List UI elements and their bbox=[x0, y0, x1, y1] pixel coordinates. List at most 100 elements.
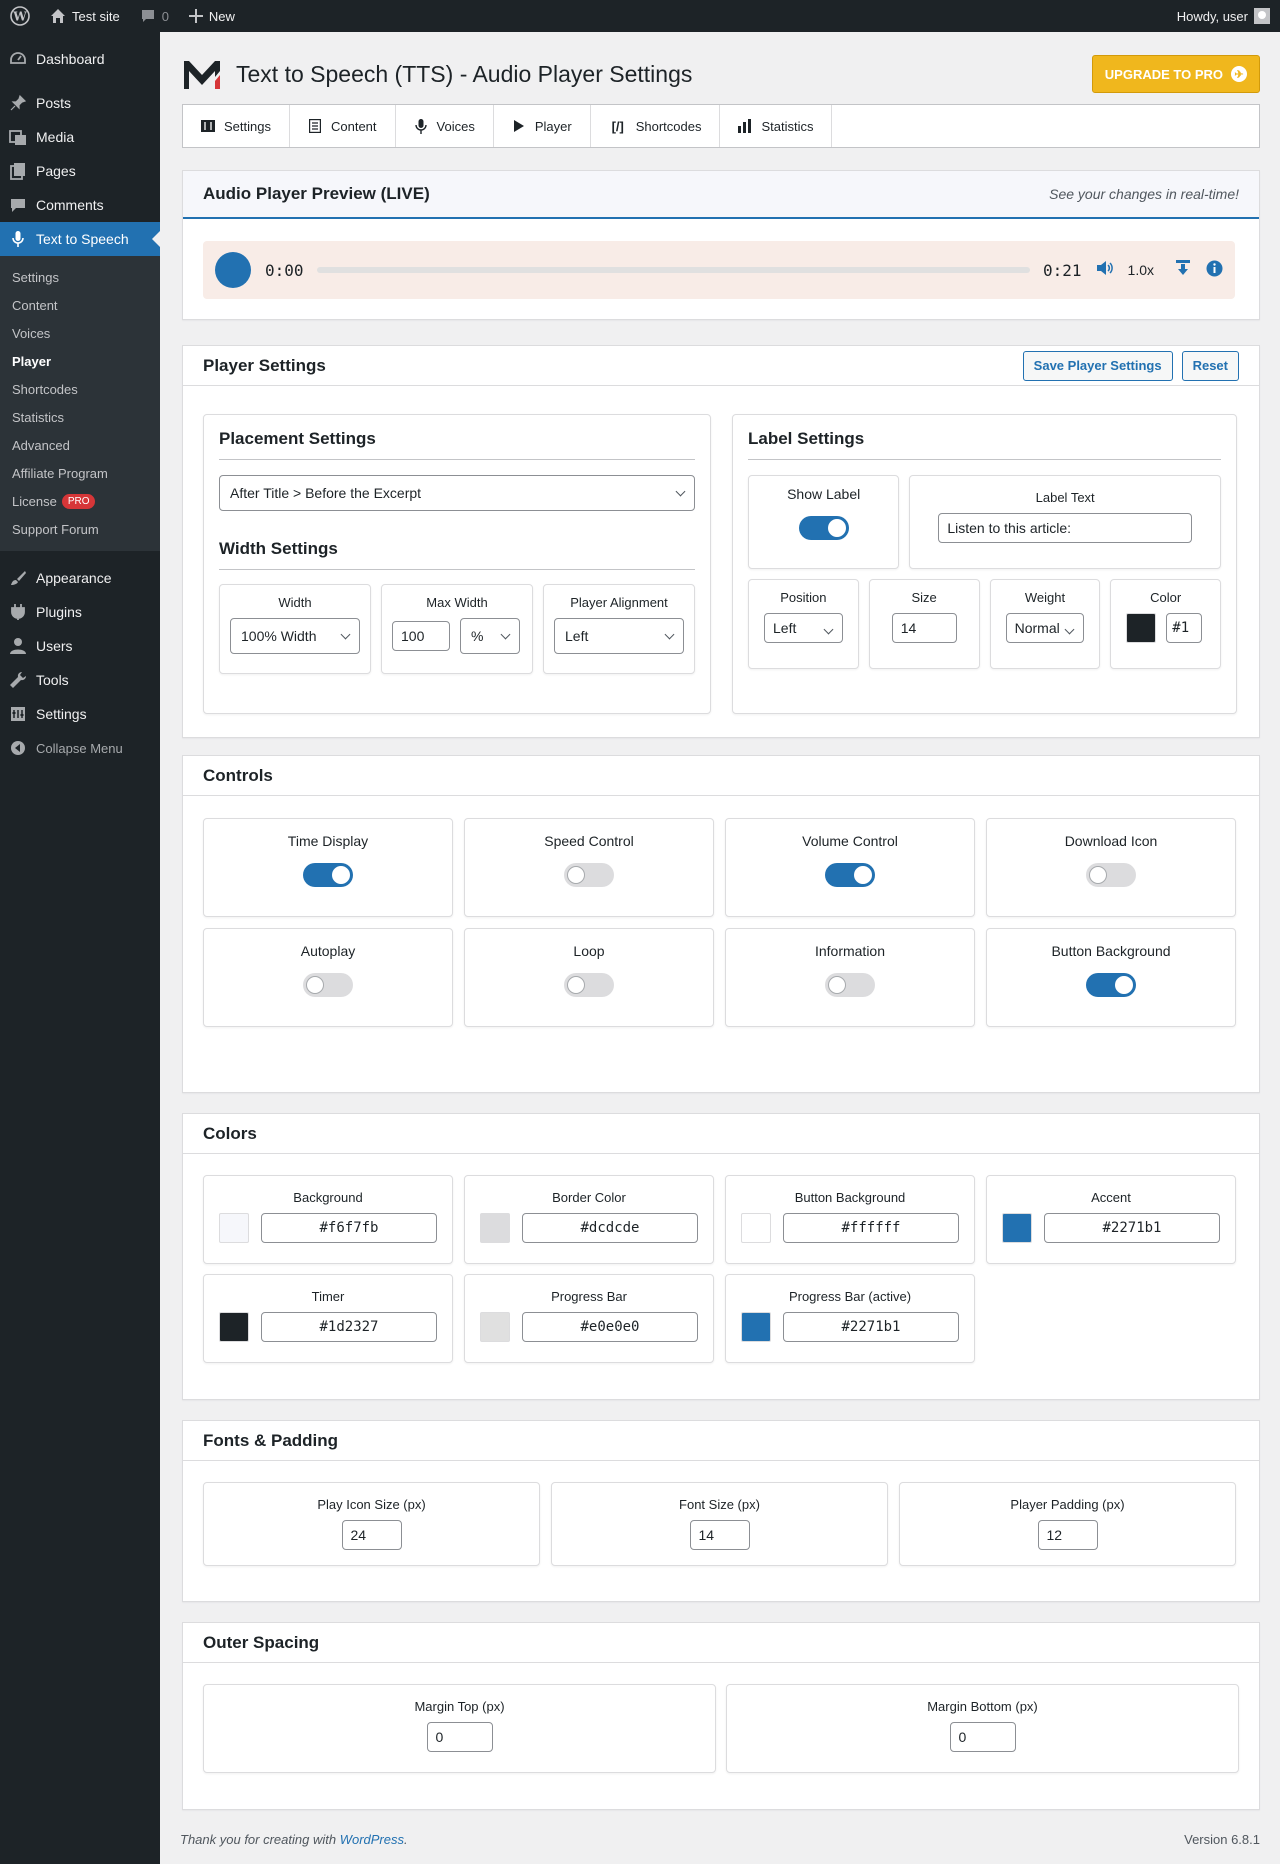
submenu-item-content[interactable]: Content bbox=[0, 291, 160, 319]
submenu-item-player[interactable]: Player bbox=[0, 347, 160, 375]
max-width-unit-select[interactable]: % bbox=[460, 618, 520, 654]
control-toggle[interactable] bbox=[303, 973, 353, 997]
wordpress-link[interactable]: WordPress bbox=[339, 1832, 404, 1847]
sidebar-item-posts[interactable]: Posts bbox=[0, 86, 160, 120]
page-header: Text to Speech (TTS) - Audio Player Sett… bbox=[182, 44, 1260, 104]
collapse-icon bbox=[8, 738, 28, 758]
label-color-input[interactable]: #1 bbox=[1166, 613, 1203, 643]
upgrade-to-pro-button[interactable]: UPGRADE TO PRO ✈ bbox=[1091, 55, 1260, 93]
show-label-toggle[interactable] bbox=[798, 516, 849, 540]
comments-link[interactable]: 0 bbox=[130, 0, 179, 32]
sidebar-item-label: Settings bbox=[36, 706, 87, 722]
control-toggle[interactable] bbox=[1086, 863, 1136, 887]
control-card: Loop bbox=[464, 928, 714, 1027]
color-hex-input[interactable]: #dcdcde bbox=[522, 1213, 698, 1243]
sidebar-item-dashboard[interactable]: Dashboard bbox=[0, 42, 160, 76]
placement-select[interactable]: After Title > Before the Excerpt bbox=[219, 475, 695, 511]
player-alignment-select[interactable]: Left bbox=[554, 618, 684, 654]
font-setting-card: Play Icon Size (px) 24 bbox=[203, 1482, 540, 1566]
sidebar-item-appearance[interactable]: Appearance bbox=[0, 561, 160, 595]
control-toggle[interactable] bbox=[825, 973, 875, 997]
control-toggle[interactable] bbox=[564, 973, 614, 997]
volume-icon[interactable] bbox=[1096, 260, 1114, 280]
submenu-item-license[interactable]: License PRO bbox=[0, 487, 160, 515]
color-card: Timer #1d2327 bbox=[203, 1274, 453, 1363]
control-toggle[interactable] bbox=[1086, 973, 1136, 997]
tab-voices[interactable]: Voices bbox=[396, 105, 494, 147]
color-hex-input[interactable]: #ffffff bbox=[783, 1213, 959, 1243]
font-setting-input[interactable]: 14 bbox=[689, 1520, 750, 1550]
current-time: 0:00 bbox=[265, 260, 304, 280]
admin-sidebar: Dashboard Posts Media Pages Comments Tex… bbox=[0, 32, 160, 1864]
color-label: Color bbox=[1150, 590, 1182, 605]
user-account-link[interactable]: Howdy, user bbox=[1177, 8, 1280, 24]
wordpress-logo-icon[interactable]: W bbox=[0, 0, 40, 32]
label-color-swatch[interactable] bbox=[1126, 613, 1157, 643]
document-icon bbox=[308, 119, 322, 133]
sidebar-item-users[interactable]: Users bbox=[0, 629, 160, 663]
color-swatch[interactable] bbox=[741, 1213, 771, 1243]
shortcode-icon: [/] bbox=[611, 118, 624, 134]
submenu-item-affiliate-program[interactable]: Affiliate Program bbox=[0, 459, 160, 487]
sidebar-item-plugins[interactable]: Plugins bbox=[0, 595, 160, 629]
spacing-input[interactable]: 0 bbox=[426, 1722, 493, 1752]
submenu-item-voices[interactable]: Voices bbox=[0, 319, 160, 347]
submenu-item-support-forum[interactable]: Support Forum bbox=[0, 515, 160, 543]
width-select[interactable]: 100% Width bbox=[230, 618, 360, 654]
control-toggle[interactable] bbox=[564, 863, 614, 887]
position-select[interactable]: Left bbox=[764, 613, 843, 643]
sidebar-item-tools[interactable]: Tools bbox=[0, 663, 160, 697]
sidebar-item-text-to-speech[interactable]: Text to Speech bbox=[0, 222, 160, 256]
label-text-input[interactable]: Listen to this article: bbox=[938, 513, 1192, 543]
color-hex-input[interactable]: #1d2327 bbox=[261, 1312, 437, 1342]
color-hex-input[interactable]: #f6f7fb bbox=[261, 1213, 437, 1243]
new-content-link[interactable]: New bbox=[179, 0, 245, 32]
collapse-menu-button[interactable]: Collapse Menu bbox=[0, 731, 160, 765]
sidebar-item-comments[interactable]: Comments bbox=[0, 188, 160, 222]
control-toggle[interactable] bbox=[303, 863, 353, 887]
download-icon[interactable] bbox=[1176, 260, 1190, 280]
color-swatch[interactable] bbox=[741, 1312, 771, 1342]
site-name-link[interactable]: Test site bbox=[40, 0, 130, 32]
color-swatch[interactable] bbox=[219, 1312, 249, 1342]
submenu-item-statistics[interactable]: Statistics bbox=[0, 403, 160, 431]
color-swatch[interactable] bbox=[1002, 1213, 1032, 1243]
weight-select[interactable]: Normal bbox=[1005, 613, 1085, 643]
sidebar-item-settings[interactable]: Settings bbox=[0, 697, 160, 731]
play-button[interactable] bbox=[215, 252, 251, 288]
font-setting-input[interactable]: 24 bbox=[341, 1520, 402, 1550]
info-icon[interactable] bbox=[1206, 260, 1223, 281]
submenu-item-shortcodes[interactable]: Shortcodes bbox=[0, 375, 160, 403]
tab-settings[interactable]: Settings bbox=[183, 105, 290, 147]
save-player-settings-button[interactable]: Save Player Settings bbox=[1022, 350, 1173, 381]
size-input[interactable]: 14 bbox=[891, 613, 957, 643]
controls-header: Controls bbox=[183, 756, 1259, 796]
submenu-item-advanced[interactable]: Advanced bbox=[0, 431, 160, 459]
color-swatch[interactable] bbox=[480, 1312, 510, 1342]
tab-content[interactable]: Content bbox=[290, 105, 396, 147]
color-hex-input[interactable]: #2271b1 bbox=[783, 1312, 959, 1342]
speed-control[interactable]: 1.0x bbox=[1127, 262, 1154, 278]
label-size-field: Size 14 bbox=[868, 579, 980, 669]
label-settings-box: Label Settings Show Label Label Text Lis… bbox=[732, 414, 1237, 714]
plus-icon bbox=[188, 9, 203, 23]
tab-player[interactable]: Player bbox=[494, 105, 591, 147]
spacing-input[interactable]: 0 bbox=[949, 1722, 1016, 1752]
color-swatch[interactable] bbox=[480, 1213, 510, 1243]
tab-statistics[interactable]: Statistics bbox=[720, 105, 833, 147]
sidebar-item-media[interactable]: Media bbox=[0, 120, 160, 154]
font-setting-input[interactable]: 12 bbox=[1037, 1520, 1098, 1550]
color-hex-input[interactable]: #e0e0e0 bbox=[522, 1312, 698, 1342]
color-swatch[interactable] bbox=[219, 1213, 249, 1243]
control-toggle[interactable] bbox=[825, 863, 875, 887]
max-width-input[interactable]: 100 bbox=[392, 621, 450, 651]
dashboard-icon bbox=[8, 49, 28, 69]
reset-button[interactable]: Reset bbox=[1181, 350, 1239, 381]
submenu-item-settings[interactable]: Settings bbox=[0, 263, 160, 291]
color-label: Background bbox=[293, 1190, 363, 1205]
progress-bar[interactable] bbox=[316, 267, 1030, 273]
howdy-text: Howdy, user bbox=[1176, 8, 1248, 24]
color-hex-input[interactable]: #2271b1 bbox=[1044, 1213, 1220, 1243]
sidebar-item-pages[interactable]: Pages bbox=[0, 154, 160, 188]
tab-shortcodes[interactable]: [/] Shortcodes bbox=[591, 105, 721, 147]
